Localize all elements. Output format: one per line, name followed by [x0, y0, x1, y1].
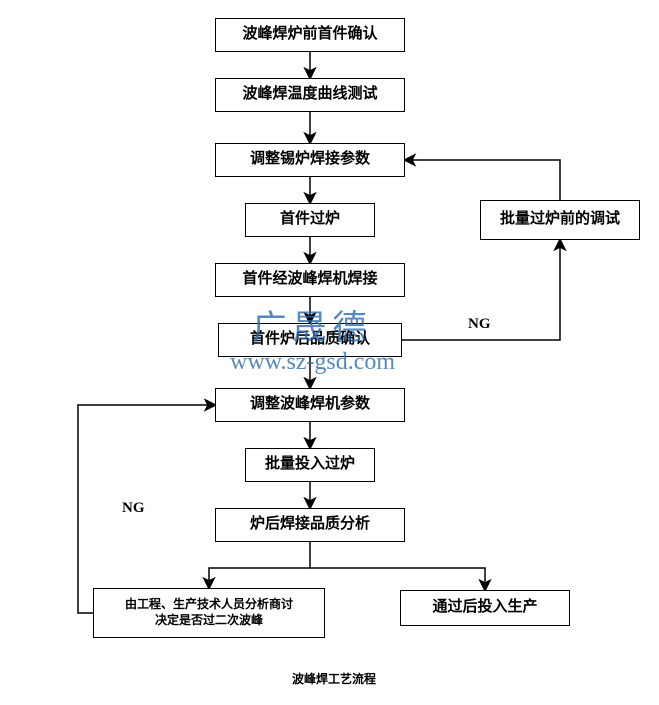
- node-label: 由工程、生产技术人员分析商讨决定是否过二次波峰: [125, 597, 293, 628]
- node-label: 通过后投入生产: [432, 598, 537, 618]
- node-n11: 由工程、生产技术人员分析商讨决定是否过二次波峰: [93, 588, 325, 638]
- caption: 波峰焊工艺流程: [292, 670, 376, 687]
- node-label: 波峰焊温度曲线测试: [242, 85, 377, 105]
- node-n3: 调整锡炉焊接参数: [215, 143, 405, 177]
- node-n1: 波峰焊炉前首件确认: [215, 18, 405, 52]
- node-label: 炉后焊接品质分析: [250, 515, 370, 535]
- node-label: 首件炉后品质确认: [250, 330, 370, 350]
- node-n10: 批量过炉前的调试: [480, 200, 640, 240]
- node-n8: 批量投入过炉: [245, 448, 375, 482]
- edge-label-ng2: NG: [122, 500, 145, 517]
- node-label: 调整波峰焊机参数: [250, 395, 370, 415]
- node-n4: 首件过炉: [245, 203, 375, 237]
- node-n5: 首件经波峰焊机焊接: [215, 263, 405, 297]
- node-label: 首件过炉: [280, 210, 340, 230]
- edge-label-ng1: NG: [468, 316, 491, 333]
- node-n9: 炉后焊接品质分析: [215, 508, 405, 542]
- node-n12: 通过后投入生产: [400, 590, 570, 626]
- node-n2: 波峰焊温度曲线测试: [215, 78, 405, 112]
- node-n7: 调整波峰焊机参数: [215, 388, 405, 422]
- node-label: 批量投入过炉: [265, 455, 355, 475]
- flowchart-canvas: 波峰焊炉前首件确认 波峰焊温度曲线测试 调整锡炉焊接参数 首件过炉 首件经波峰焊…: [0, 0, 659, 705]
- node-label: 调整锡炉焊接参数: [250, 150, 370, 170]
- node-label: 首件经波峰焊机焊接: [242, 270, 377, 290]
- node-label: 波峰焊炉前首件确认: [242, 25, 377, 45]
- node-label: 批量过炉前的调试: [500, 210, 620, 230]
- node-n6: 首件炉后品质确认: [218, 323, 402, 357]
